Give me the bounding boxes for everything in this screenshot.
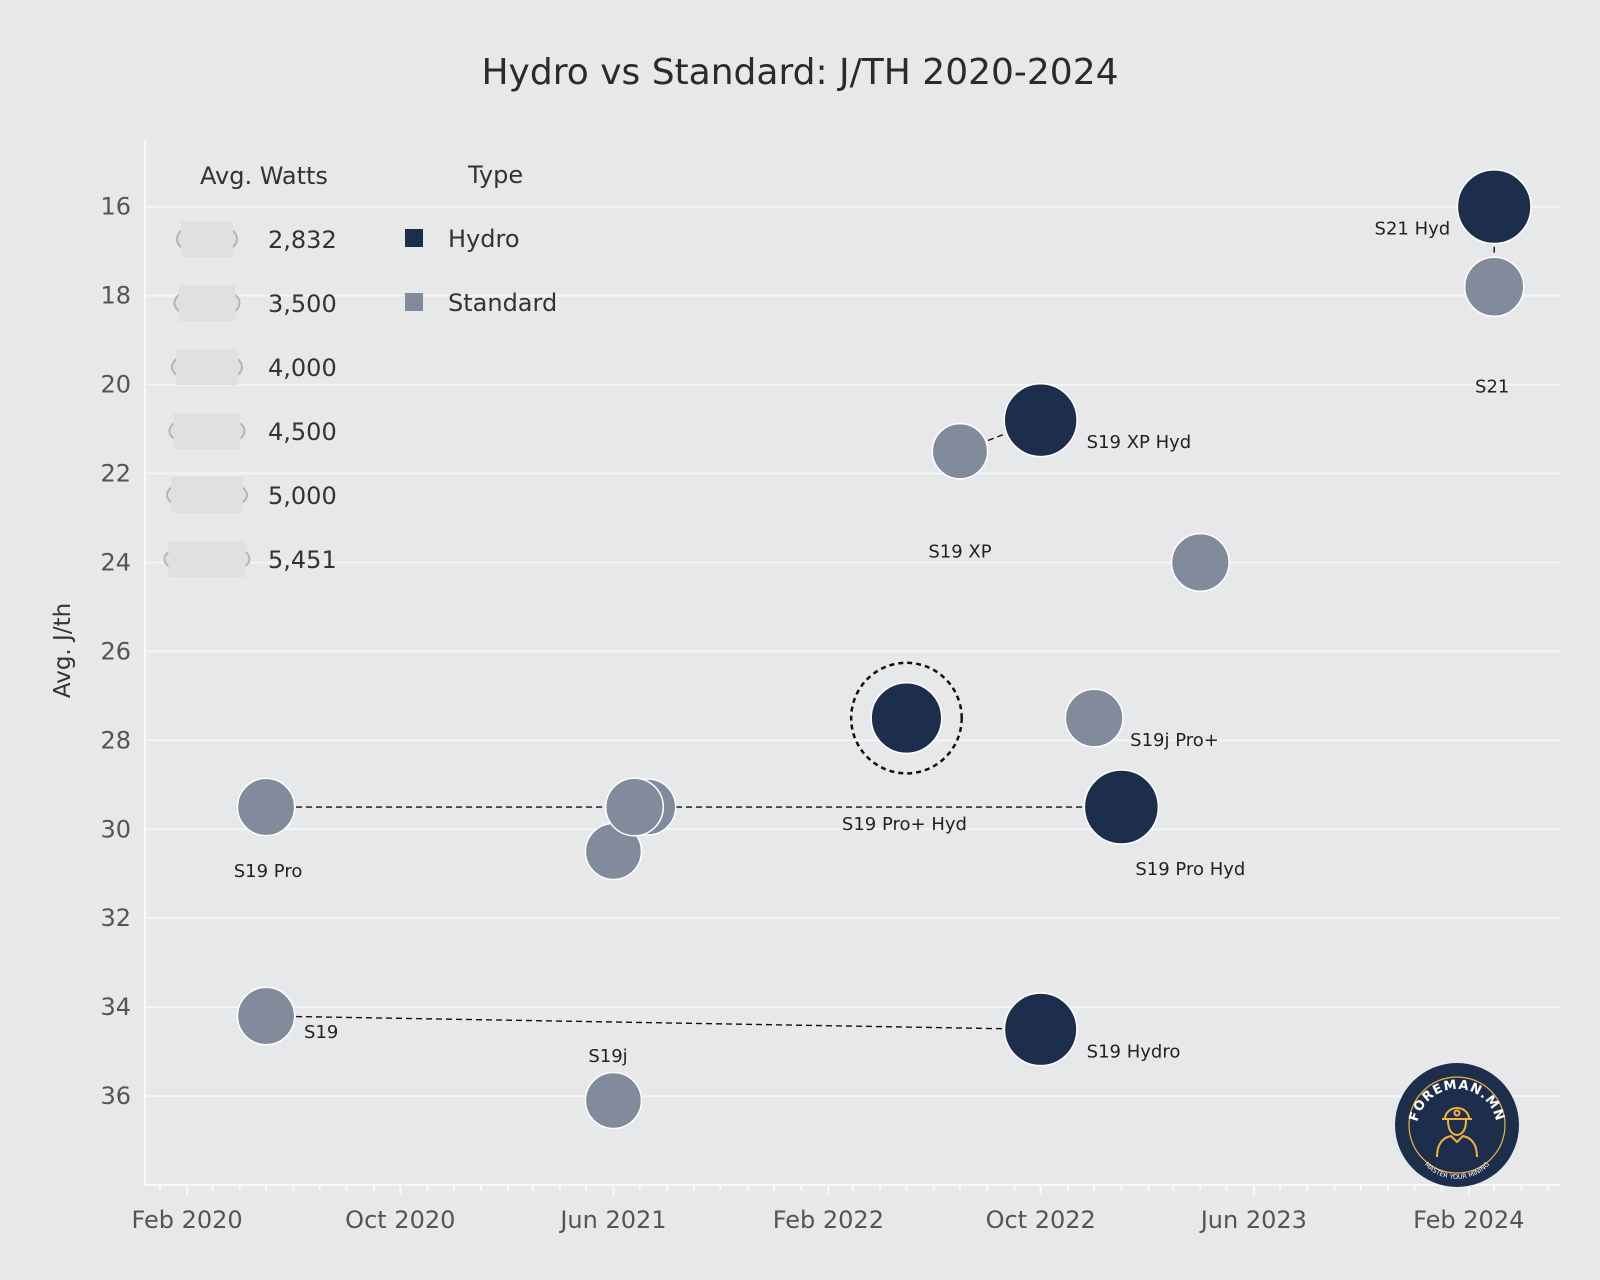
data-point[interactable] — [1003, 992, 1078, 1067]
legend-size-swatch-fill — [171, 477, 243, 513]
connector-line — [266, 1015, 1041, 1031]
y-tick-label: 36 — [100, 1082, 131, 1110]
point-label: S19j — [588, 1046, 627, 1067]
legend-size-label: 4,500 — [268, 418, 337, 446]
data-point[interactable] — [1083, 769, 1160, 845]
legend-size-swatch-fill — [173, 413, 241, 449]
point-label: S19 Pro+ Hyd — [842, 814, 967, 835]
y-tick-label: 22 — [100, 460, 131, 488]
point-label: S19 XP Hyd — [1087, 432, 1192, 453]
x-tick-label: Oct 2020 — [345, 1206, 455, 1234]
y-tick-label: 24 — [100, 548, 131, 576]
point-label: S19 Pro Hyd — [1135, 859, 1245, 880]
point-label: S19 — [304, 1022, 338, 1043]
legend-size-label: 2,832 — [268, 226, 337, 254]
data-point[interactable] — [584, 1071, 643, 1130]
legend-color-label: Standard — [448, 289, 557, 317]
legend-size-swatch-fill — [176, 349, 238, 385]
miner-icon — [1436, 1107, 1478, 1158]
data-point[interactable] — [604, 777, 665, 837]
x-tick-label: Feb 2020 — [132, 1206, 243, 1234]
data-point[interactable] — [1456, 169, 1532, 245]
chart-title: Hydro vs Standard: J/TH 2020-2024 — [481, 52, 1119, 93]
y-tick-label: 20 — [100, 371, 131, 399]
data-point[interactable] — [1170, 532, 1230, 592]
point-labels: S19 Pro S19 S19 Pro+ Hyd S19 XP S19 XP Hyd S1… — [234, 219, 1510, 1067]
point-label: S21 — [1475, 377, 1509, 398]
data-point[interactable] — [236, 986, 296, 1046]
y-tick-label: 34 — [100, 993, 131, 1021]
x-tick-label: Oct 2022 — [986, 1206, 1096, 1234]
y-tick-label: 30 — [100, 815, 131, 843]
x-tick-label: Feb 2022 — [773, 1206, 884, 1234]
legend-size-label: 3,500 — [268, 290, 337, 318]
foreman-logo: FOREMAN.MN MASTER YOUR MINING — [1395, 1063, 1519, 1187]
legend-size-label: 4,000 — [268, 354, 337, 382]
x-tick-label: Jun 2023 — [1199, 1206, 1307, 1234]
legend-size-swatch-fill — [181, 221, 233, 257]
legend-size-swatch-fill — [178, 285, 236, 321]
y-tick-label: 16 — [100, 193, 131, 221]
data-point[interactable] — [1463, 256, 1525, 318]
point-label: S19 Hydro — [1087, 1041, 1181, 1062]
data-point[interactable] — [236, 777, 296, 837]
legend-color-label: Hydro — [448, 225, 520, 253]
y-axis-title: Avg. J/th — [50, 603, 76, 698]
data-point[interactable] — [1003, 382, 1078, 458]
axes: 16 18 20 22 24 26 28 30 32 34 36 Feb 2020 Oct 2020 Ju… — [50, 140, 1560, 1234]
x-tick-label: Jun 2021 — [558, 1206, 666, 1234]
data-point[interactable] — [931, 422, 989, 480]
legend-size-label: 5,000 — [268, 482, 337, 510]
legend: Avg. Watts 2,832 3,500 4,000 4,500 5,000 5,451… — [163, 161, 557, 577]
connectors — [266, 206, 1495, 1031]
y-tick-label: 26 — [100, 637, 131, 665]
legend-color-swatch — [405, 229, 423, 247]
point-label: S21 Hyd — [1375, 219, 1451, 240]
legend-size-label: 5,451 — [268, 546, 337, 574]
legend-color-swatch — [405, 293, 423, 311]
legend-size-swatch-fill — [168, 541, 246, 577]
point-label: S19 Pro — [234, 861, 303, 882]
highlight-ring — [849, 661, 963, 775]
data-point[interactable] — [1064, 688, 1124, 748]
y-tick-label: 32 — [100, 904, 131, 932]
data-point[interactable] — [870, 682, 943, 755]
legend-color-title: Type — [467, 161, 523, 189]
x-tick-label: Feb 2024 — [1413, 1206, 1524, 1234]
data-points — [236, 169, 1532, 1130]
grid — [145, 205, 1560, 1098]
point-label: S19j Pro+ — [1130, 730, 1219, 751]
y-tick-label: 28 — [100, 726, 131, 754]
legend-size-title: Avg. Watts — [200, 162, 328, 190]
y-tick-label: 18 — [100, 282, 131, 310]
point-label: S19 XP — [928, 541, 991, 562]
